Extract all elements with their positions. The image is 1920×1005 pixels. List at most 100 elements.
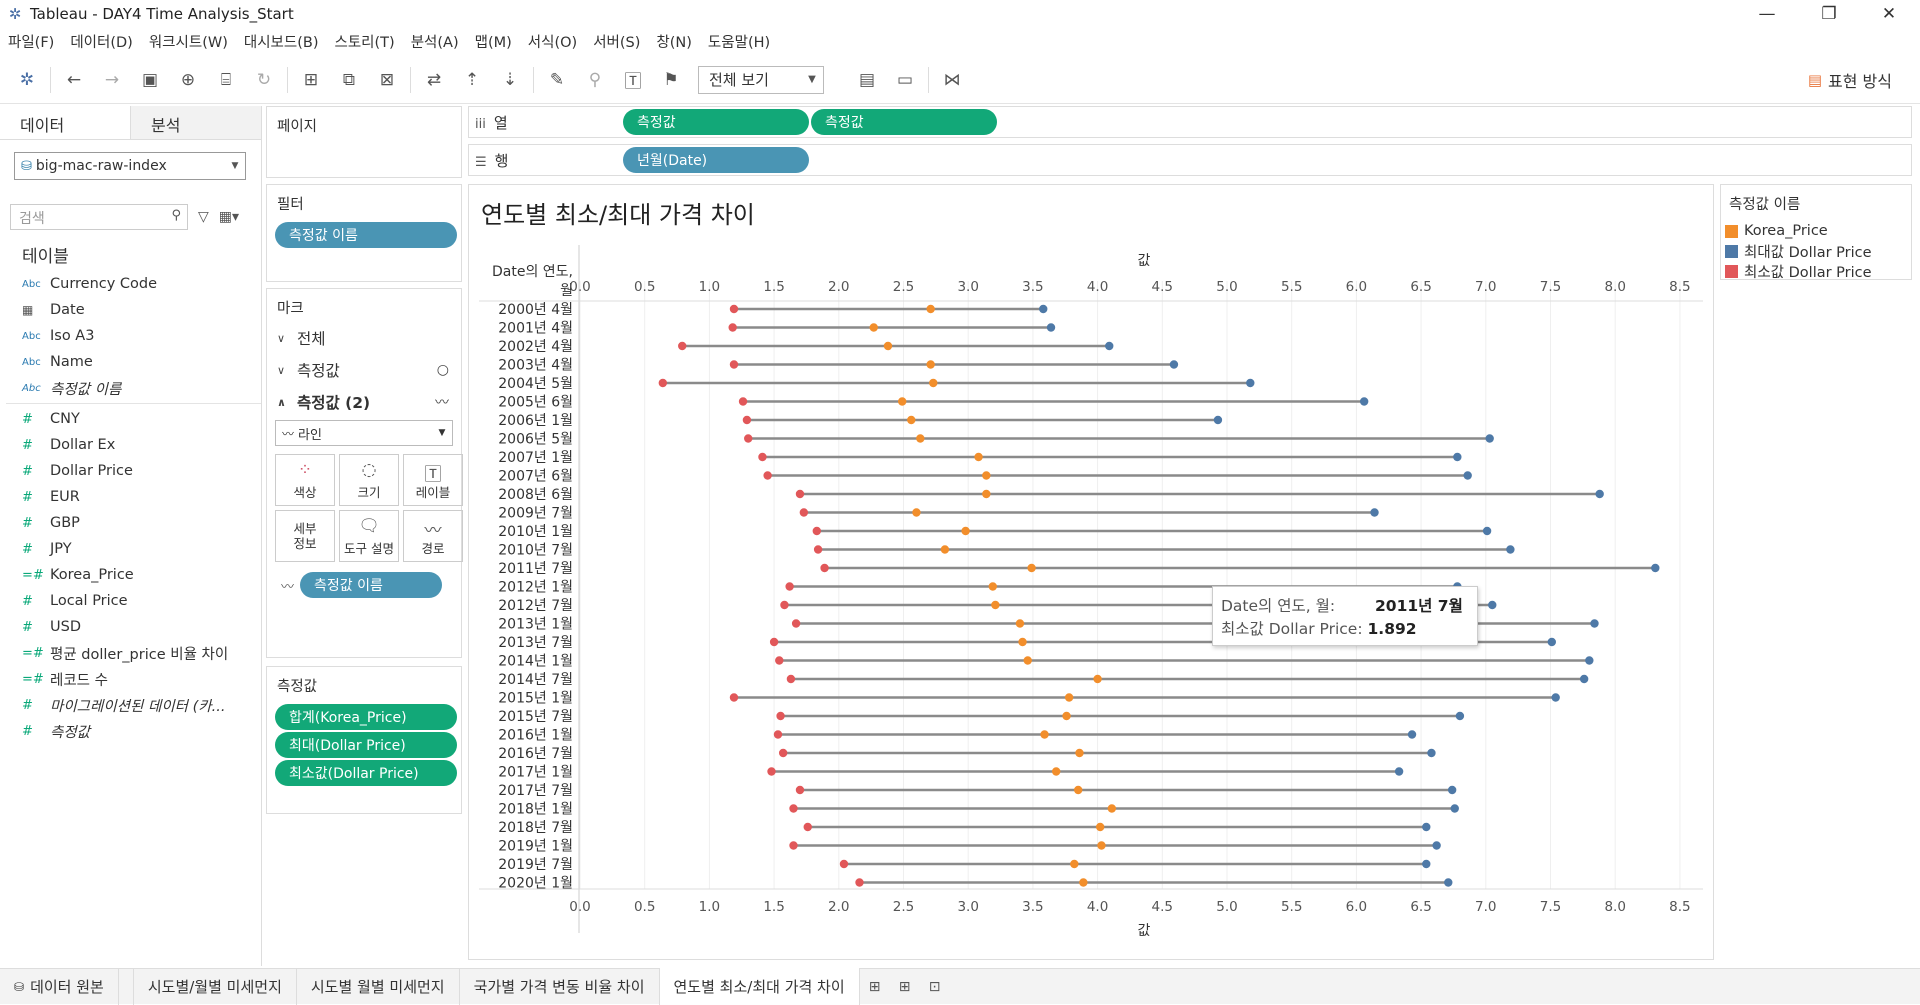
search-input[interactable]: 검색 ⚲ bbox=[10, 204, 188, 230]
show-cards-icon[interactable]: ▤ bbox=[858, 69, 876, 90]
size-button[interactable]: ◌ 크기 bbox=[339, 454, 399, 506]
pages-card[interactable]: 페이지 bbox=[266, 106, 462, 178]
tab-sheet[interactable]: 국가별 가격 변동 비율 차이 bbox=[460, 968, 660, 1005]
field-item[interactable]: # Dollar Ex bbox=[0, 432, 261, 458]
menu-window[interactable]: 창(N) bbox=[656, 34, 692, 51]
path-button[interactable]: 〰 경로 bbox=[403, 510, 463, 562]
field-divider bbox=[6, 403, 261, 404]
columns-shelf[interactable]: iii 열 측정값 측정값 bbox=[468, 106, 1912, 138]
minimize-button[interactable]: — bbox=[1758, 4, 1776, 24]
clear-sheet-icon[interactable]: ⊠ bbox=[379, 69, 395, 90]
menu-server[interactable]: 서버(S) bbox=[593, 34, 641, 51]
menu-analysis[interactable]: 분석(A) bbox=[410, 34, 459, 51]
menu-file[interactable]: 파일(F) bbox=[8, 34, 55, 51]
share-icon[interactable]: ⋈ bbox=[943, 69, 961, 90]
highlight-icon[interactable]: ✎ bbox=[549, 69, 565, 90]
refresh-icon[interactable]: ↻ bbox=[256, 69, 272, 90]
measure-value-pill[interactable]: 최대(Dollar Price) bbox=[275, 732, 457, 758]
filter-icon[interactable]: ▽ bbox=[198, 209, 209, 225]
close-button[interactable]: ✕ bbox=[1881, 4, 1897, 24]
field-item[interactable]: # CNY bbox=[0, 406, 261, 432]
rows-shelf[interactable]: ☰ 행 년월(Date) bbox=[468, 144, 1912, 176]
marks-all-row[interactable]: ∨ 전체 bbox=[267, 322, 461, 354]
redo-icon[interactable]: → bbox=[104, 69, 120, 90]
field-item[interactable]: Abc Iso A3 bbox=[0, 323, 261, 349]
field-item[interactable]: # JPY bbox=[0, 536, 261, 562]
tab-data[interactable]: 데이터 bbox=[20, 116, 65, 135]
field-item[interactable]: Abc 측정값 이름 bbox=[0, 375, 261, 401]
field-item[interactable]: # USD bbox=[0, 614, 261, 640]
new-dashboard-icon[interactable]: ⊞ bbox=[898, 978, 911, 995]
detail-button[interactable]: 세부 정보 bbox=[275, 510, 335, 562]
columns-pill[interactable]: 측정값 bbox=[623, 109, 809, 135]
undo-icon[interactable]: ← bbox=[66, 69, 82, 90]
measure-value-pill[interactable]: 최소값(Dollar Price) bbox=[275, 760, 457, 786]
marks-path-pill[interactable]: 측정값 이름 bbox=[300, 572, 443, 598]
field-item[interactable]: =# 레코드 수 bbox=[0, 666, 261, 692]
field-item[interactable]: # 마이그레이션된 데이터 (카... bbox=[0, 692, 261, 718]
tab-datasource[interactable]: ⛁ 데이터 원본 bbox=[0, 968, 119, 1005]
row-label: 2000년 4월 bbox=[498, 302, 573, 318]
menu-story[interactable]: 스토리(T) bbox=[334, 34, 395, 51]
datasource-select[interactable]: ⛁ big-mac-raw-index ▼ bbox=[14, 152, 246, 180]
color-button[interactable]: ⁘ 색상 bbox=[275, 454, 335, 506]
save-icon[interactable]: ▣ bbox=[141, 69, 159, 90]
group-members-icon[interactable]: ⚲ bbox=[588, 69, 602, 90]
new-worksheet-icon[interactable]: ⊞ bbox=[303, 69, 319, 90]
menu-map[interactable]: 맵(M) bbox=[474, 34, 512, 51]
korea-price-point bbox=[1070, 859, 1079, 869]
menu-help[interactable]: 도움말(H) bbox=[707, 34, 771, 51]
view-options-icon[interactable]: ▦▾ bbox=[218, 209, 240, 225]
menu-data[interactable]: 데이터(D) bbox=[70, 34, 133, 51]
korea-price-point bbox=[1027, 563, 1036, 573]
max-dollar-price-point bbox=[1039, 304, 1048, 314]
marks-measure2-row[interactable]: ∧ 측정값 (2) 〰 bbox=[267, 386, 461, 418]
tooltip-button[interactable]: 🗨 도구 설명 bbox=[339, 510, 399, 562]
tab-sheet[interactable]: 시도별/월별 미세먼지 bbox=[132, 968, 297, 1005]
field-item[interactable]: Abc Currency Code bbox=[0, 271, 261, 297]
show-labels-icon[interactable]: 🅃 bbox=[624, 72, 642, 92]
menu-dashboard[interactable]: 대시보드(B) bbox=[243, 34, 319, 51]
field-item[interactable]: ▦ Date bbox=[0, 297, 261, 323]
tab-sheet-active[interactable]: 연도별 최소/최대 가격 차이 bbox=[659, 968, 860, 1005]
field-item[interactable]: # Local Price bbox=[0, 588, 261, 614]
marks-measure-row[interactable]: ∨ 측정값 ○ bbox=[267, 354, 461, 386]
sort-descending-icon[interactable]: ⇣ bbox=[502, 69, 518, 90]
field-item[interactable]: # Dollar Price bbox=[0, 458, 261, 484]
tableau-home-icon[interactable]: ✲ bbox=[19, 69, 35, 90]
pause-updates-icon[interactable]: ⌸ bbox=[220, 69, 232, 90]
menu-format[interactable]: 서식(O) bbox=[527, 34, 578, 51]
menu-worksheet[interactable]: 워크시트(W) bbox=[148, 34, 228, 51]
fit-dropdown[interactable]: 전체 보기 ▼ bbox=[698, 65, 824, 94]
show-me-button[interactable]: ▤ 표현 방식 bbox=[1808, 68, 1892, 92]
new-worksheet-icon[interactable]: ⊞ bbox=[868, 978, 881, 995]
field-item[interactable]: # GBP bbox=[0, 510, 261, 536]
duplicate-sheet-icon[interactable]: ⧉ bbox=[342, 69, 356, 90]
min-dollar-price-point bbox=[785, 582, 794, 591]
swap-rows-columns-icon[interactable]: ⇄ bbox=[426, 69, 442, 90]
field-item[interactable]: Abc Name bbox=[0, 349, 261, 375]
fix-axes-icon[interactable]: ⚑ bbox=[663, 69, 679, 90]
field-item[interactable]: # 측정값 bbox=[0, 718, 261, 744]
field-item[interactable]: =# Korea_Price bbox=[0, 562, 261, 588]
new-datasource-icon[interactable]: ⊕ bbox=[180, 69, 196, 90]
label-button[interactable]: 🅃 레이블 bbox=[403, 454, 463, 506]
rows-pill[interactable]: 년월(Date) bbox=[623, 147, 809, 173]
restore-button[interactable]: ❐ bbox=[1821, 4, 1837, 24]
legend-item[interactable]: Korea_Price bbox=[1721, 221, 1911, 241]
filters-card[interactable]: 필터 측정값 이름 bbox=[266, 184, 462, 282]
filter-pill[interactable]: 측정값 이름 bbox=[275, 222, 457, 248]
sort-ascending-icon[interactable]: ⇡ bbox=[464, 69, 480, 90]
new-story-icon[interactable]: ⊡ bbox=[928, 978, 941, 995]
measure-value-pill[interactable]: 합계(Korea_Price) bbox=[275, 704, 457, 730]
field-item[interactable]: =# 평균 doller_price 비율 차이 bbox=[0, 640, 261, 666]
legend-item[interactable]: 최소값 Dollar Price bbox=[1721, 261, 1911, 281]
tab-sheet[interactable]: 시도별 월별 미세먼지 bbox=[297, 968, 460, 1005]
columns-pill[interactable]: 측정값 bbox=[811, 109, 997, 135]
field-item[interactable]: # EUR bbox=[0, 484, 261, 510]
legend-item[interactable]: 최대값 Dollar Price bbox=[1721, 241, 1911, 261]
mark-type-select[interactable]: 〰 라인 ▼ bbox=[275, 420, 453, 446]
presentation-mode-icon[interactable]: ▭ bbox=[896, 69, 914, 90]
tab-analysis[interactable]: 분석 bbox=[130, 106, 261, 139]
